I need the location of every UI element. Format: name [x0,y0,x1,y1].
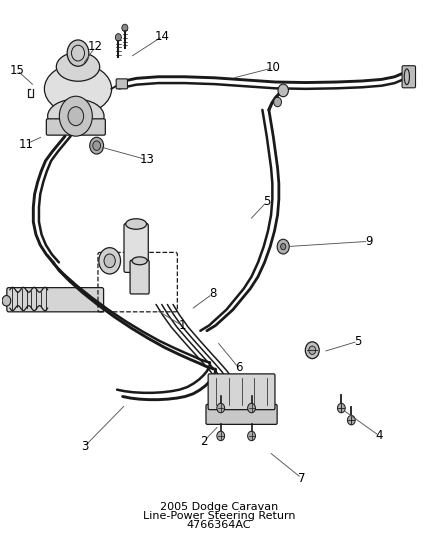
Circle shape [217,431,225,441]
Circle shape [68,107,84,126]
FancyBboxPatch shape [130,260,149,294]
Text: 8: 8 [209,287,216,301]
Circle shape [247,403,255,413]
Circle shape [104,254,115,268]
Text: 4766364AC: 4766364AC [187,520,251,530]
Text: 11: 11 [18,138,33,150]
FancyBboxPatch shape [7,288,104,312]
Circle shape [274,97,282,107]
Circle shape [67,40,89,66]
FancyBboxPatch shape [208,374,275,410]
Text: 13: 13 [140,154,155,166]
Circle shape [115,34,121,41]
FancyBboxPatch shape [206,405,277,424]
Circle shape [309,346,316,354]
Text: 3: 3 [81,440,88,453]
Circle shape [337,403,345,413]
Text: 10: 10 [266,61,281,74]
Circle shape [277,239,289,254]
Circle shape [90,137,104,154]
FancyBboxPatch shape [124,223,148,272]
FancyBboxPatch shape [402,66,416,88]
Circle shape [60,96,92,136]
Circle shape [93,141,101,150]
FancyBboxPatch shape [46,119,105,135]
Text: 4: 4 [376,430,383,442]
Text: 12: 12 [88,41,103,53]
Ellipse shape [132,257,147,265]
Text: 14: 14 [155,30,170,43]
Circle shape [2,295,11,306]
Text: 2: 2 [200,435,208,448]
Ellipse shape [57,52,100,81]
Text: 5: 5 [354,335,361,348]
Circle shape [278,84,288,97]
Text: Line-Power Steering Return: Line-Power Steering Return [143,511,295,521]
Text: 9: 9 [365,235,372,248]
Text: 7: 7 [298,472,305,484]
Circle shape [217,403,225,413]
Circle shape [247,431,255,441]
Circle shape [122,24,128,31]
Circle shape [99,248,120,274]
Circle shape [347,415,355,425]
Circle shape [71,45,85,61]
Text: 15: 15 [10,64,25,77]
Text: 6: 6 [235,361,242,374]
Ellipse shape [48,99,104,133]
Circle shape [281,244,286,250]
FancyBboxPatch shape [116,79,127,89]
Text: 2005 Dodge Caravan: 2005 Dodge Caravan [160,502,278,512]
Circle shape [305,342,319,359]
Text: 1: 1 [178,319,186,332]
Text: 5: 5 [263,196,270,208]
Ellipse shape [126,219,147,229]
Ellipse shape [44,64,112,114]
